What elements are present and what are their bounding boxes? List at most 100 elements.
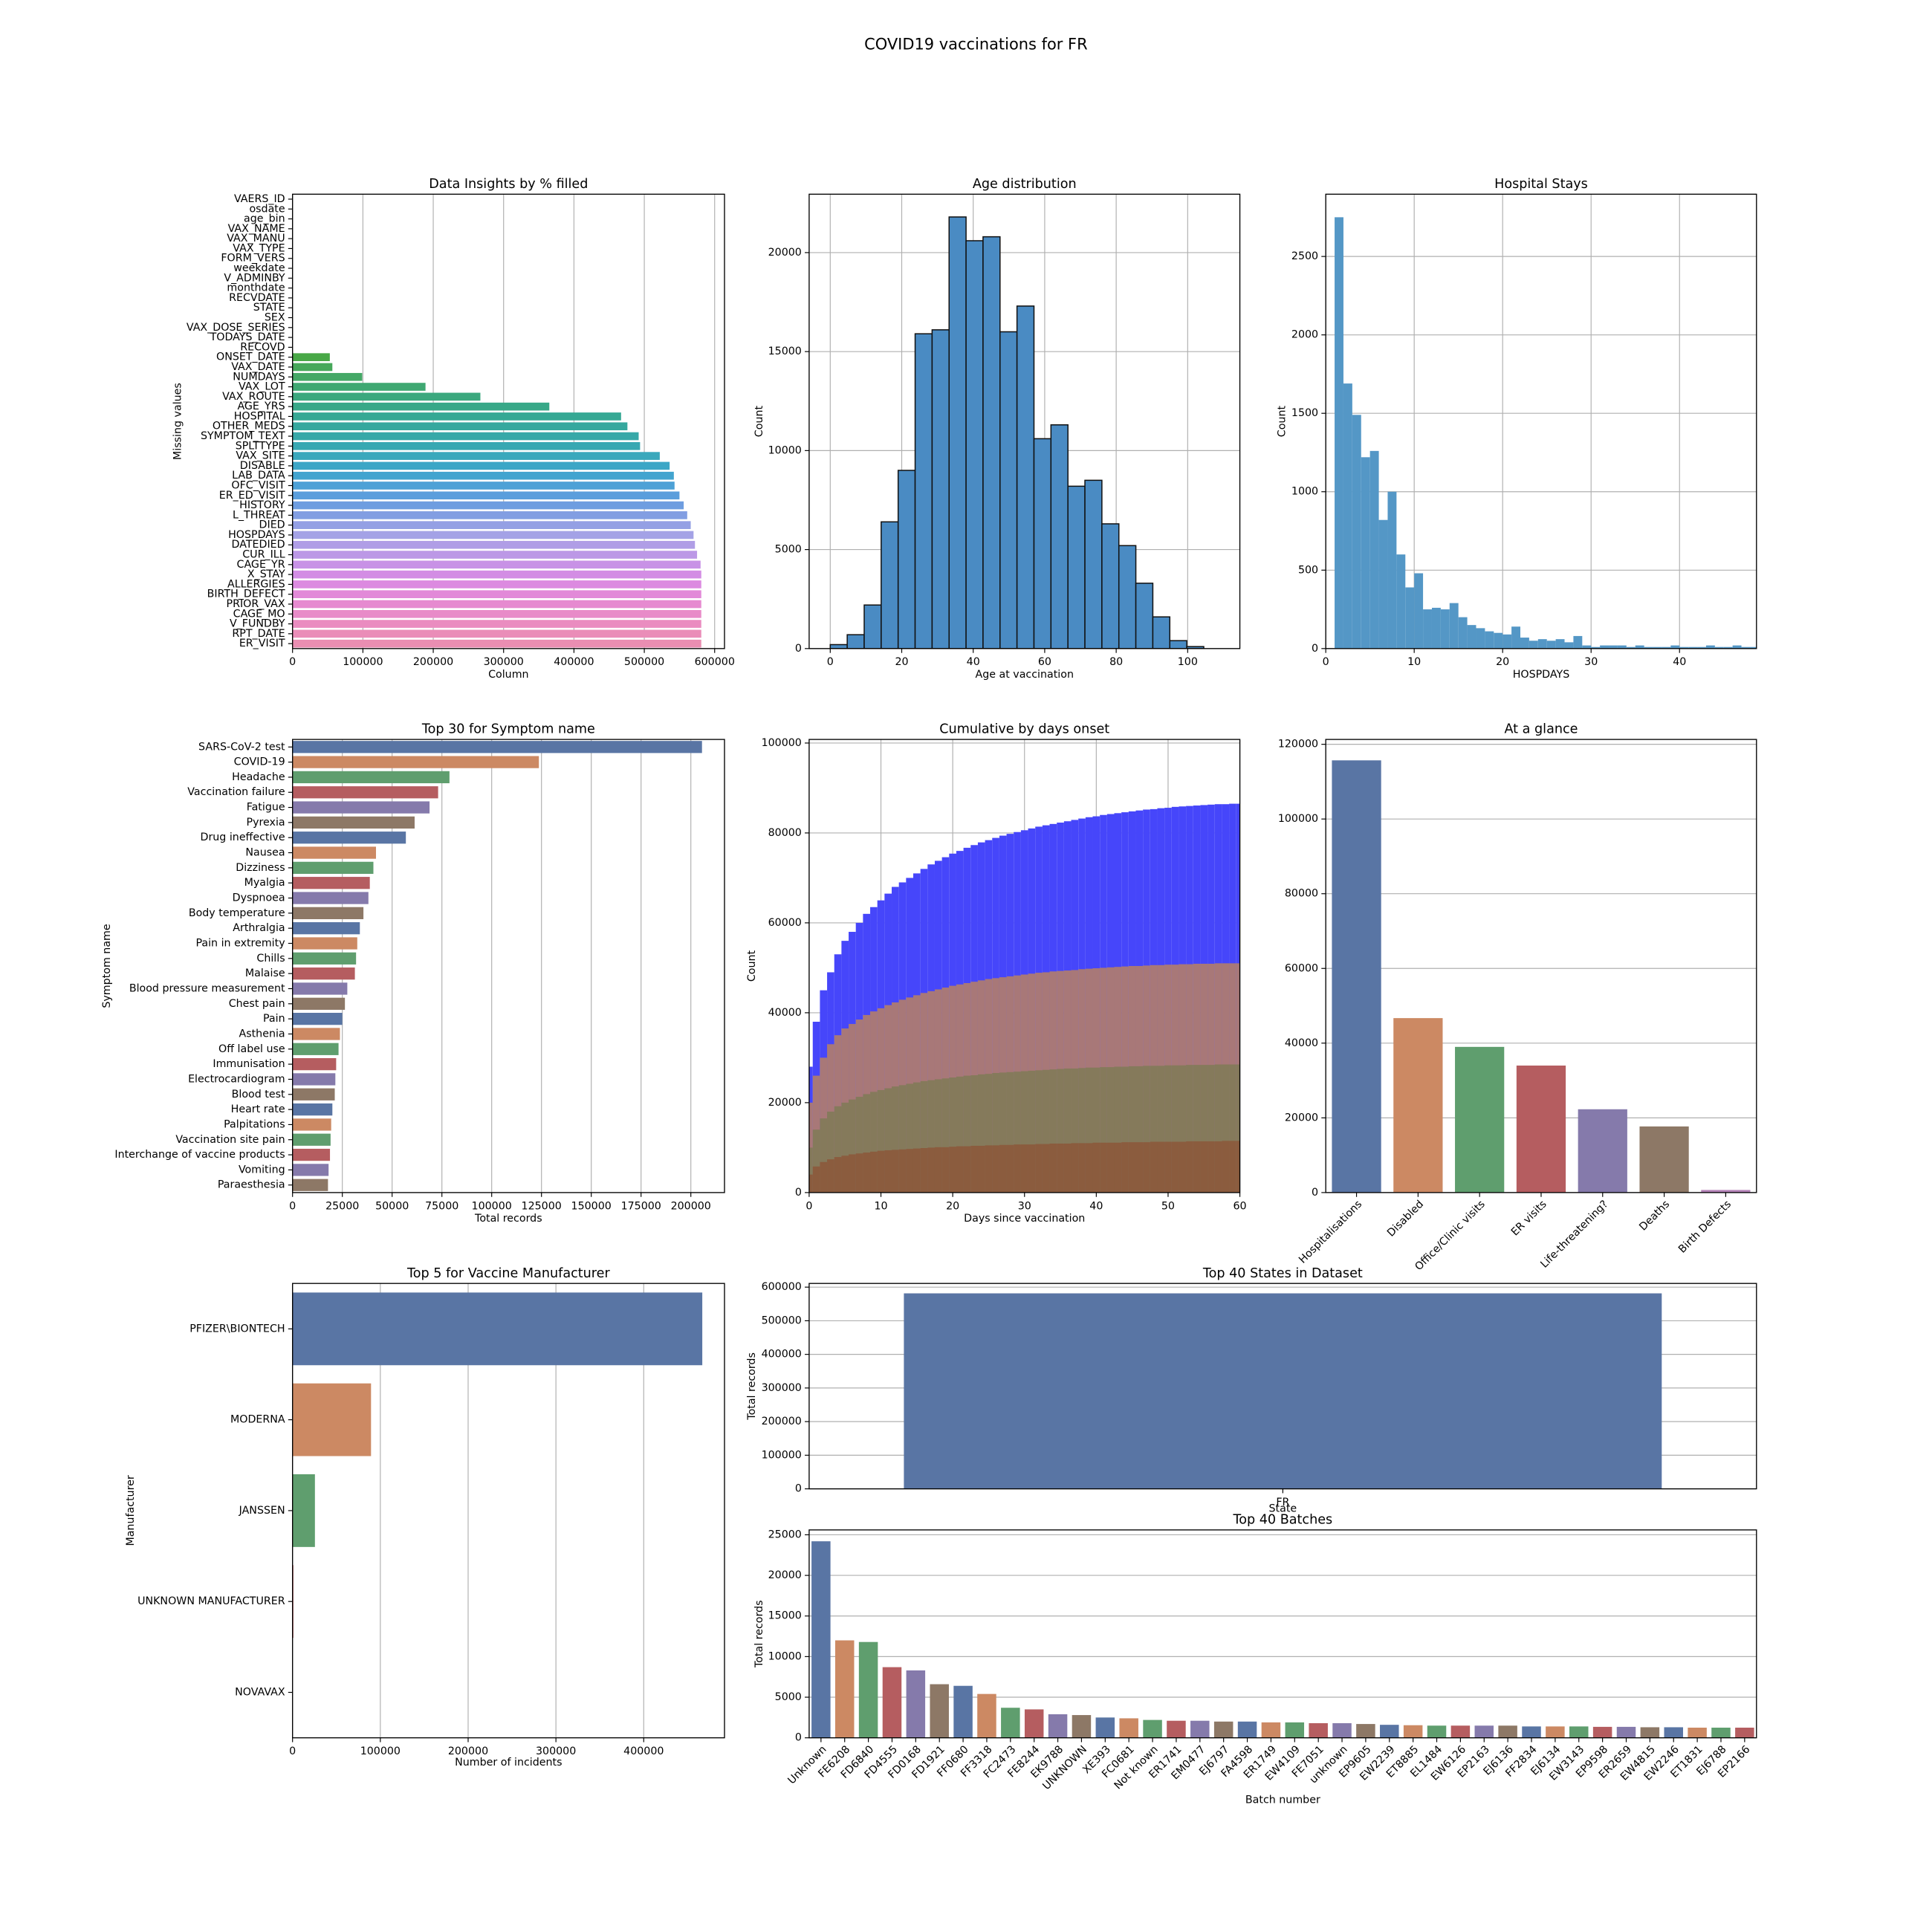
bar — [977, 1074, 985, 1193]
bar — [1028, 1070, 1036, 1193]
x-tick-label: 30 — [1584, 656, 1598, 668]
bar — [834, 1157, 842, 1193]
y-axis-label: Missing values — [172, 383, 184, 460]
bar — [1042, 1069, 1050, 1193]
bar — [292, 402, 550, 411]
bar — [1085, 1143, 1093, 1193]
bar — [970, 1075, 978, 1193]
y-tick-label: Immunisation — [213, 1058, 285, 1070]
bar — [1150, 1066, 1158, 1193]
bar — [992, 1145, 999, 1193]
bar — [999, 1072, 1007, 1193]
y-tick-label: 1000 — [1291, 486, 1318, 498]
bar — [292, 1474, 315, 1547]
x-tick-label: 125000 — [522, 1200, 562, 1212]
bar — [292, 471, 674, 480]
x-tick-label: 20 — [895, 656, 908, 668]
bar — [1711, 1727, 1731, 1738]
histogram-bar — [1626, 646, 1636, 649]
bar — [912, 1148, 921, 1193]
histogram-bar — [1405, 587, 1415, 649]
x-axis-label: Age at vaccination — [975, 669, 1074, 681]
y-tick-label: ONSET_DATE — [216, 351, 285, 363]
bar — [1332, 760, 1381, 1193]
bar — [292, 639, 701, 648]
y-tick-label: Dyspnoea — [233, 892, 285, 904]
bar — [941, 1147, 950, 1193]
histogram-bar — [1361, 457, 1370, 649]
bar — [292, 1103, 333, 1116]
bar — [1236, 1064, 1240, 1193]
x-tick-label: 40 — [1089, 1200, 1103, 1212]
bar — [1035, 1144, 1043, 1193]
bar — [292, 353, 330, 361]
y-tick-label: RPT_DATE — [232, 628, 285, 640]
bar — [1261, 1722, 1281, 1738]
bar — [1006, 1144, 1014, 1193]
x-axis-label: State — [1269, 1503, 1297, 1514]
bar — [292, 1028, 340, 1040]
histogram-bar — [1016, 305, 1035, 649]
bar — [292, 1057, 337, 1071]
x-tick-label: 25000 — [325, 1200, 359, 1212]
x-tick-label: 200000 — [413, 656, 453, 668]
histogram-bar — [1750, 646, 1757, 649]
y-tick-label: OFC_VISIT — [231, 479, 285, 491]
y-tick-label: FORM_VERS — [221, 253, 285, 265]
axes-frame — [1325, 193, 1757, 649]
bar — [292, 1073, 336, 1086]
x-tick-label: 175000 — [621, 1200, 661, 1212]
bar — [292, 907, 364, 919]
bar — [1167, 1720, 1186, 1738]
bar — [292, 786, 438, 799]
y-tick-label: SEX — [265, 312, 285, 324]
y-tick-label: VAERS_ID — [234, 193, 285, 205]
histogram-bar — [1440, 609, 1450, 649]
histogram-bar — [1511, 626, 1520, 649]
bar — [292, 511, 687, 519]
histogram-bar — [1564, 642, 1574, 649]
y-tick-label: 40000 — [1285, 1037, 1318, 1049]
x-tick-label: 200000 — [448, 1745, 488, 1757]
histogram-bar — [1369, 450, 1379, 649]
y-tick-label: Blood pressure measurement — [129, 982, 285, 994]
histogram-bar — [1352, 415, 1361, 649]
bar — [1546, 1726, 1565, 1738]
bar — [292, 629, 701, 638]
bar — [292, 609, 701, 618]
y-tick-label: HISTORY — [239, 499, 285, 511]
bar — [1092, 1142, 1100, 1193]
bar — [1135, 1142, 1144, 1193]
y-tick-label: 0 — [795, 1483, 802, 1495]
bar — [1474, 1725, 1494, 1738]
bar — [292, 1148, 331, 1161]
y-tick-label: 1500 — [1291, 407, 1318, 419]
y-tick-label: 15000 — [768, 1610, 802, 1622]
histogram-bar — [1529, 641, 1538, 649]
bar — [1143, 1719, 1162, 1738]
axes-frame — [808, 193, 1241, 649]
x-tick-label: 30 — [1018, 1200, 1031, 1212]
y-tick-label: SYMPTOM_TEXT — [201, 430, 285, 442]
bar — [1664, 1727, 1683, 1738]
bar — [827, 1159, 834, 1193]
axes-frame — [1325, 739, 1757, 1193]
bar — [292, 922, 360, 935]
y-tick-label: VAX_DATE — [231, 361, 285, 373]
y-tick-label: VAX_NAME — [228, 223, 285, 235]
bar — [920, 1080, 928, 1193]
x-tick-label: 500000 — [624, 656, 664, 668]
y-tick-label: VAX_DOSE_SERIES — [187, 322, 285, 334]
histogram-bar — [1423, 609, 1432, 649]
y-tick-label: 60000 — [768, 917, 802, 929]
bar — [1078, 1068, 1086, 1193]
bar — [863, 1094, 871, 1193]
y-tick-label: Arthralgia — [233, 922, 285, 934]
histogram-bar — [1387, 491, 1397, 649]
y-tick-label: 100000 — [762, 737, 802, 749]
bar — [1356, 1724, 1375, 1738]
y-tick-label: V_FUNDBY — [230, 618, 285, 630]
histogram-bar — [965, 240, 984, 649]
x-tick-label: 100000 — [343, 656, 383, 668]
